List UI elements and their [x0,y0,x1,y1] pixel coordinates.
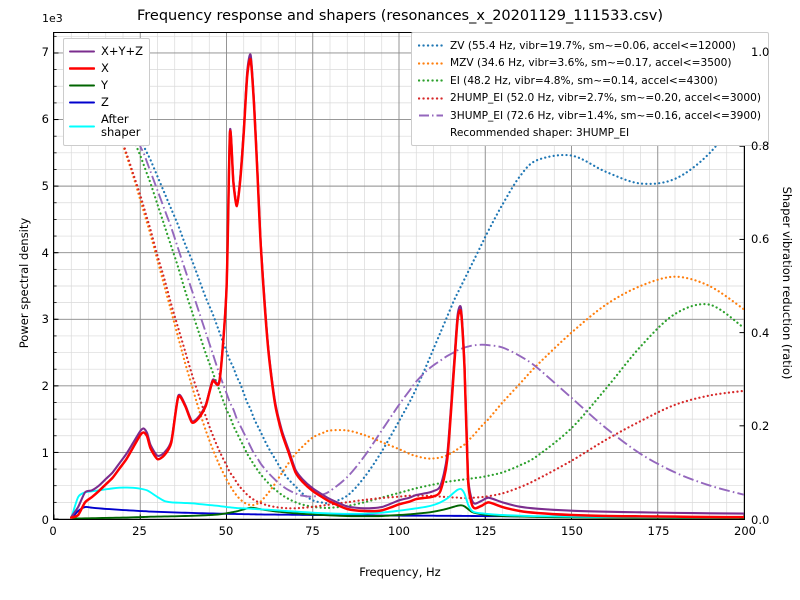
x-tick-label: 75 [305,524,320,538]
x-tick-label: 150 [561,524,583,538]
shaper-legend-label: 2HUMP_EI (52.0 Hz, vibr=2.7%, sm~=0.20, … [450,92,761,105]
shaper-legend-label: EI (48.2 Hz, vibr=4.8%, sm~=0.14, accel<… [450,74,718,87]
series-z [70,505,744,519]
shaper-legend-item-mzv[interactable]: MZV (34.6 Hz, vibr=3.6%, sm~=0.17, accel… [418,55,761,73]
legend-line-swatch [69,121,95,132]
shaper-legend-item-3hump-ei[interactable]: 3HUMP_EI (72.6 Hz, vibr=1.4%, sm~=0.16, … [418,107,761,125]
y-tick-label: 4 [41,245,49,260]
x-tick-label: 200 [734,524,756,538]
series-ei [70,51,744,510]
data-layer [70,51,744,519]
series-2hump-ei [70,51,744,510]
legend-line-swatch [418,58,444,69]
legend-item-label: X [101,61,109,75]
legend-item-x[interactable]: X [69,60,143,77]
shaper-legend-item-zv[interactable]: ZV (55.4 Hz, vibr=19.7%, sm~=0.06, accel… [418,37,761,55]
legend-line-swatch [418,75,444,86]
legend-line-swatch [69,80,95,91]
legend-item-label: X+Y+Z [101,44,144,58]
legend-item-label: After shaper [101,112,141,139]
series-legend[interactable]: X+Y+Z X Y Z After shaper [63,38,151,146]
y-tick-label: 1 [41,446,49,461]
y-axis-multiplier: 1e3 [42,12,63,25]
legend-item-y[interactable]: Y [69,77,143,94]
y2-tick-label: 0.4 [751,325,770,340]
y2-tick-label: 0.0 [751,513,770,527]
legend-item-x-y-z[interactable]: X+Y+Z [69,43,143,60]
y2-tick-label: 0.8 [751,138,770,153]
x-tick-label: 175 [647,524,670,538]
legend-line-swatch [418,40,444,51]
legend-line-swatch [69,46,95,57]
grid-layer [54,33,744,519]
shaper-legend-label: ZV (55.4 Hz, vibr=19.7%, sm~=0.06, accel… [450,39,736,52]
y-tick-label: 0 [41,513,49,527]
series-after-shaper [70,486,744,519]
y-tick-label: 3 [41,312,49,327]
x-tick-label: 25 [132,524,147,538]
x-tick-label: 0 [49,524,57,538]
shaper-legend[interactable]: ZV (55.4 Hz, vibr=19.7%, sm~=0.06, accel… [411,32,769,146]
y-axis-label: Power spectral density [17,217,31,349]
x-axis-label: Frequency, Hz [359,565,441,579]
series-mzv [70,51,744,507]
x-tick-label: 100 [388,524,410,538]
recommended-shaper-row: Recommended shaper: 3HUMP_EI [418,125,761,142]
y2-axis-label: Shaper vibration reduction (ratio) [780,186,794,380]
series-zv [70,51,744,505]
y-tick-label: 6 [41,111,49,126]
y-tick-label: 7 [41,45,49,60]
legend-item-label: Z [101,95,109,109]
y2-tick-label: 0.2 [751,419,770,434]
legend-item-z[interactable]: Z [69,94,143,111]
legend-item-label: Y [101,78,109,92]
legend-line-swatch [418,93,444,104]
x-tick-label: 125 [474,524,497,538]
y2-tick-label: 1.0 [751,45,770,60]
recommended-shaper-label: Recommended shaper: 3HUMP_EI [450,127,630,139]
series-3hump-ei [70,52,744,498]
shaper-legend-label: MZV (34.6 Hz, vibr=3.6%, sm~=0.17, accel… [450,57,732,70]
shaper-legend-item-2hump-ei[interactable]: 2HUMP_EI (52.0 Hz, vibr=2.7%, sm~=0.20, … [418,90,761,108]
legend-line-swatch [69,63,95,74]
chart-title: Frequency response and shapers (resonanc… [137,8,663,24]
y-tick-label: 5 [41,178,49,193]
shaper-legend-label: 3HUMP_EI (72.6 Hz, vibr=1.4%, sm~=0.16, … [450,109,761,122]
legend-line-swatch [69,97,95,108]
x-tick-label: 50 [218,524,234,538]
y2-tick-label: 0.6 [751,232,770,247]
legend-item-after-shaper[interactable]: After shaper [69,111,143,141]
series-x [70,57,744,519]
legend-line-swatch [418,110,444,121]
y-tick-label: 2 [41,379,49,394]
shaper-legend-item-ei[interactable]: EI (48.2 Hz, vibr=4.8%, sm~=0.14, accel<… [418,72,761,90]
